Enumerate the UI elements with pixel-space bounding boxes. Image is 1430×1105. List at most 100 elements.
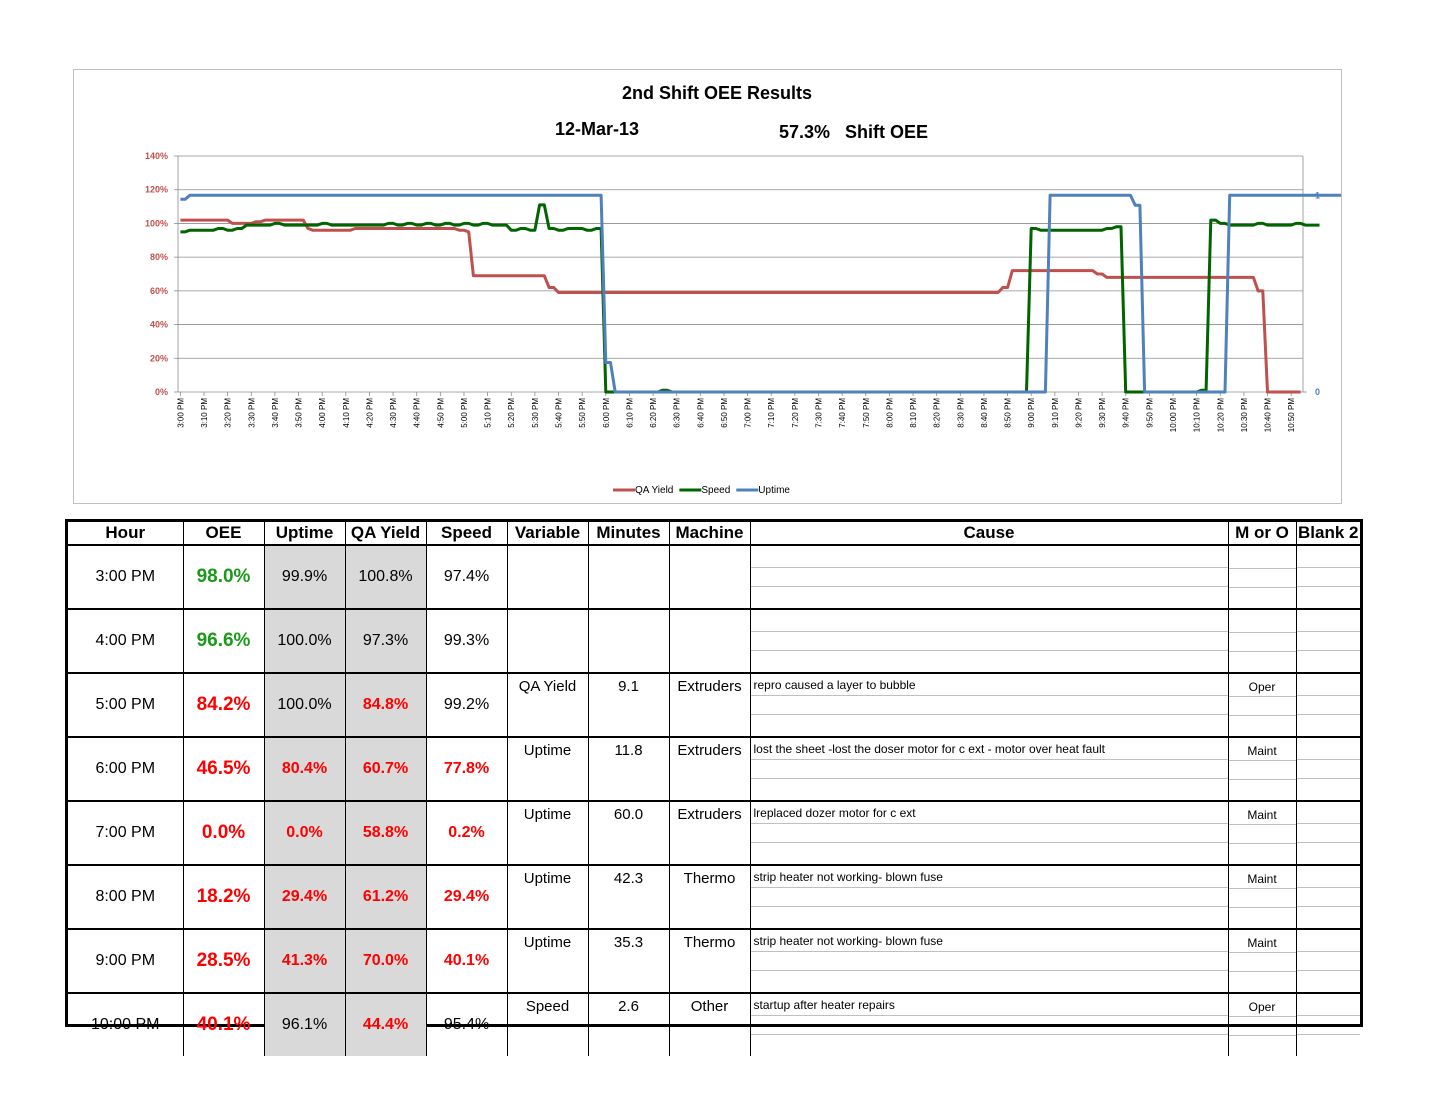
cause-blank-line xyxy=(751,971,1228,990)
hour-cell: 5:00 PM xyxy=(68,673,184,738)
blank-2-line xyxy=(1296,568,1360,588)
blank-2-line xyxy=(1296,740,1360,760)
blank-2-cell xyxy=(1296,929,1360,994)
variable-cell xyxy=(507,609,589,674)
series-line-uptime xyxy=(180,193,1341,394)
cause-blank-line xyxy=(750,824,1227,844)
cause-blank-line xyxy=(751,1035,1228,1054)
x-tick-label: 9:30 PM xyxy=(1098,398,1107,428)
x-tick-label: 3:40 PM xyxy=(271,398,280,428)
cause-cell: lost the sheet -lost the doser motor for… xyxy=(750,737,1229,802)
minutes-cell xyxy=(588,545,670,610)
x-tick-label: 9:40 PM xyxy=(1122,398,1131,428)
x-tick-label: 8:00 PM xyxy=(885,398,894,428)
series-line-speed xyxy=(180,203,1320,394)
cause-blank-line xyxy=(750,888,1227,908)
m-or-o-blank-line xyxy=(1229,588,1296,606)
cause-cell xyxy=(750,545,1229,610)
x-tick-label: 6:40 PM xyxy=(696,398,705,428)
x-tick-label: 5:30 PM xyxy=(531,398,540,428)
y-left-tick-label: 140% xyxy=(145,151,168,161)
speed-cell: 29.4% xyxy=(426,865,508,930)
variable-cell xyxy=(507,545,589,610)
minutes-cell: 35.3 xyxy=(588,929,670,994)
x-tick-label: 10:30 PM xyxy=(1240,398,1249,433)
cause-text: strip heater not working- blown fuse xyxy=(750,868,1227,888)
uptime-cell: 100.0% xyxy=(264,609,346,674)
table-row: 4:00 PM 96.6% 100.0% 97.3% 99.3% xyxy=(68,609,1361,674)
m-or-o-blank-line xyxy=(1228,953,1295,972)
table-row: 9:00 PM 28.5% 41.3% 70.0% 40.1% Uptime 35.3 The… xyxy=(68,929,1360,994)
m-or-o-text xyxy=(1228,612,1295,633)
m-or-o-blank-line xyxy=(1228,697,1295,716)
m-or-o-blank-line xyxy=(1228,1017,1295,1036)
x-tick-label: 8:40 PM xyxy=(980,398,989,428)
x-tick-label: 5:40 PM xyxy=(555,398,564,428)
x-tick-label: 4:30 PM xyxy=(389,398,398,428)
hour-cell: 6:00 PM xyxy=(68,737,184,802)
x-tick-label: 4:00 PM xyxy=(318,398,327,428)
cause-blank-line xyxy=(751,651,1228,670)
column-header: Speed xyxy=(426,522,508,546)
m-or-o-text: Oper xyxy=(1228,996,1295,1017)
column-header: QA Yield xyxy=(345,522,427,546)
x-tick-label: 3:50 PM xyxy=(295,398,304,428)
oee-cell: 18.2% xyxy=(183,865,265,930)
x-tick-label: 6:20 PM xyxy=(649,398,658,428)
hour-cell: 9:00 PM xyxy=(68,929,184,994)
x-tick-label: 6:50 PM xyxy=(720,398,729,428)
y-left-tick-label: 100% xyxy=(145,218,168,228)
machine-cell: Other xyxy=(669,993,751,1056)
blank-2-line xyxy=(1297,843,1361,862)
blank-2-line xyxy=(1297,907,1361,926)
cause-blank-line xyxy=(751,843,1228,862)
minutes-cell: 2.6 xyxy=(588,993,670,1056)
oee-cell: 84.2% xyxy=(183,673,265,738)
speed-cell: 95.4% xyxy=(426,993,508,1056)
m-or-o-blank-line xyxy=(1229,716,1296,734)
hour-cell: 3:00 PM xyxy=(68,545,184,610)
x-tick-label: 8:20 PM xyxy=(933,398,942,428)
qa-yield-cell: 84.8% xyxy=(345,673,427,738)
blank-2-cell xyxy=(1296,545,1360,610)
chart-title: 2nd Shift OEE Results xyxy=(622,83,813,103)
table-row: 3:00 PM 98.0% 99.9% 100.8% 97.4% xyxy=(68,545,1360,610)
m-or-o-blank-line xyxy=(1228,889,1295,908)
blank-2-line xyxy=(1296,696,1360,716)
minutes-cell xyxy=(588,609,670,674)
blank-2-line xyxy=(1297,651,1361,670)
x-tick-label: 4:10 PM xyxy=(342,398,351,428)
machine-cell: Extruders xyxy=(669,737,751,802)
uptime-cell: 96.1% xyxy=(264,993,346,1056)
qa-yield-cell: 100.8% xyxy=(345,545,427,610)
cause-cell: strip heater not working- blown fuse xyxy=(750,929,1229,994)
blank-2-line xyxy=(1296,548,1360,568)
uptime-cell: 80.4% xyxy=(264,737,346,802)
speed-cell: 40.1% xyxy=(426,929,508,994)
oee-cell: 46.5% xyxy=(183,737,265,802)
blank-2-cell xyxy=(1296,737,1360,802)
x-tick-label: 8:30 PM xyxy=(956,398,965,428)
hour-cell: 7:00 PM xyxy=(68,801,184,866)
legend-label: Speed xyxy=(701,485,730,496)
minutes-cell: 60.0 xyxy=(588,801,670,866)
cause-cell: startup after heater repairs xyxy=(750,993,1229,1056)
variable-cell: QA Yield xyxy=(507,673,589,738)
m-or-o-blank-line xyxy=(1229,1036,1296,1054)
cause-text: lreplaced dozer motor for c ext xyxy=(750,804,1227,824)
blank-2-line xyxy=(1296,804,1360,824)
speed-cell: 99.2% xyxy=(426,673,508,738)
blank-2-cell xyxy=(1296,865,1361,930)
blank-2-line xyxy=(1296,1016,1360,1036)
x-tick-label: 10:20 PM xyxy=(1216,398,1225,433)
uptime-cell: 100.0% xyxy=(264,673,346,738)
m-or-o-blank-line xyxy=(1229,908,1296,926)
oee-cell: 98.0% xyxy=(183,545,265,610)
cause-blank-line xyxy=(751,779,1228,798)
column-header: Variable xyxy=(507,522,589,546)
column-header: Minutes xyxy=(588,522,670,546)
cause-text: repro caused a layer to bubble xyxy=(750,676,1227,696)
m-or-o-cell: Maint xyxy=(1228,865,1297,930)
x-tick-label: 10:50 PM xyxy=(1287,398,1296,433)
blank-2-cell xyxy=(1296,673,1360,738)
